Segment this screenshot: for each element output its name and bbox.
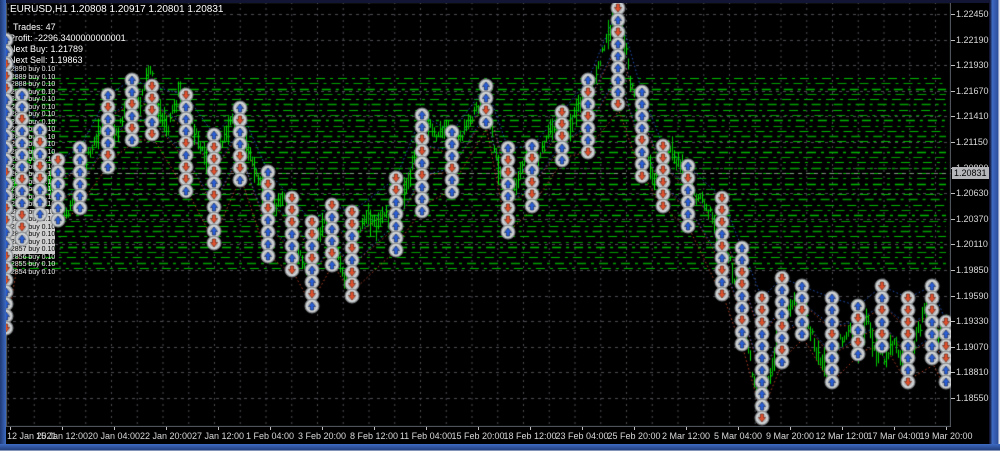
- time-label: 2 Mar 12:00: [661, 431, 711, 441]
- price-label: 1.21410: [956, 111, 989, 122]
- time-label: 12 Mar 12:00: [815, 431, 869, 441]
- time-label: 8 Feb 12:00: [349, 431, 399, 441]
- price-tick: [951, 193, 955, 195]
- time-tick: [686, 427, 687, 430]
- time-tick: [374, 427, 375, 430]
- price-axis[interactable]: 1.22450 1.22190 1.21930 1.21670 1.21410 1.211…: [951, 0, 990, 427]
- price-tick: [951, 270, 955, 271]
- chart-symbol-title: EURUSD,H1 1.20808 1.20917 1.20801 1.2083…: [10, 4, 224, 15]
- price-label: 1.21930: [956, 60, 989, 71]
- price-tick: [951, 65, 955, 67]
- price-label: 1.21670: [956, 85, 989, 96]
- time-tick: [270, 427, 271, 430]
- price-label: 1.19590: [956, 290, 989, 301]
- price-label: 1.20370: [956, 213, 989, 224]
- price-tick: [951, 398, 955, 399]
- trade-markers-canvas: [6, 0, 951, 427]
- window-border-bottom: [0, 444, 1000, 451]
- time-tick: [218, 427, 219, 430]
- price-tick: [951, 346, 955, 348]
- time-label: 20 Jan 04:00: [87, 431, 141, 441]
- price-label: 1.22190: [956, 34, 989, 45]
- time-label: 11 Feb 04:00: [399, 431, 453, 441]
- time-tick: [166, 427, 167, 430]
- price-label: 1.22450: [956, 9, 989, 19]
- time-tick: [634, 427, 635, 430]
- time-label: 5 Mar 04:00: [713, 431, 763, 441]
- price-tick: [951, 244, 955, 246]
- price-tick: [951, 218, 955, 220]
- time-tick: [62, 427, 63, 430]
- price-label: 1.18550: [956, 393, 989, 403]
- time-label: 18 Feb 12:00: [503, 431, 557, 441]
- time-tick: [582, 427, 583, 430]
- time-label: 22 Jan 20:00: [139, 431, 193, 441]
- price-label: 1.20630: [956, 188, 989, 199]
- time-label: 15 Jan 12:00: [35, 431, 89, 441]
- time-tick: [114, 427, 115, 430]
- price-tick: [951, 39, 955, 41]
- time-tick: [946, 427, 947, 430]
- time-tick: [10, 427, 11, 430]
- time-label: 3 Feb 20:00: [297, 431, 347, 441]
- time-label: 1 Feb 04:00: [245, 431, 295, 441]
- price-label: 1.19070: [956, 341, 989, 352]
- price-label: 1.21150: [956, 137, 988, 147]
- price-tick: [951, 116, 955, 118]
- window-border-left: [0, 0, 6, 451]
- price-label: 1.18810: [956, 367, 989, 378]
- time-label: 12 Jan 2021: [7, 431, 57, 441]
- time-tick: [790, 427, 791, 430]
- window-border-top: [0, 0, 1000, 3]
- time-tick: [530, 427, 531, 430]
- time-tick: [738, 427, 739, 430]
- time-tick: [894, 427, 895, 430]
- time-label: 15 Feb 20:00: [451, 431, 505, 441]
- time-tick: [842, 427, 843, 430]
- price-tick: [951, 321, 955, 323]
- time-label: 19 Mar 20:00: [919, 431, 973, 441]
- window-border-right: [989, 0, 1000, 451]
- current-price-badge: 1.20831: [952, 167, 991, 180]
- price-tick: [951, 295, 955, 297]
- time-tick: [322, 427, 323, 430]
- time-label: 25 Feb 20:00: [607, 431, 661, 441]
- time-label: 17 Mar 04:00: [867, 431, 921, 441]
- price-label: 1.19850: [956, 265, 989, 275]
- price-tick: [951, 90, 955, 92]
- time-label: 9 Mar 20:00: [765, 431, 815, 441]
- time-label: 23 Feb 04:00: [555, 431, 609, 441]
- price-tick: [951, 14, 955, 15]
- price-tick: [951, 372, 955, 374]
- time-label: 27 Jan 12:00: [191, 431, 245, 441]
- time-tick: [478, 427, 479, 430]
- price-label: 1.20110: [956, 239, 988, 250]
- price-tick: [951, 142, 955, 143]
- time-tick: [426, 427, 427, 430]
- time-axis[interactable]: 12 Jan 2021 15 Jan 12:00 20 Jan 04:00 22 Ja…: [0, 427, 989, 444]
- price-label: 1.19330: [956, 316, 989, 327]
